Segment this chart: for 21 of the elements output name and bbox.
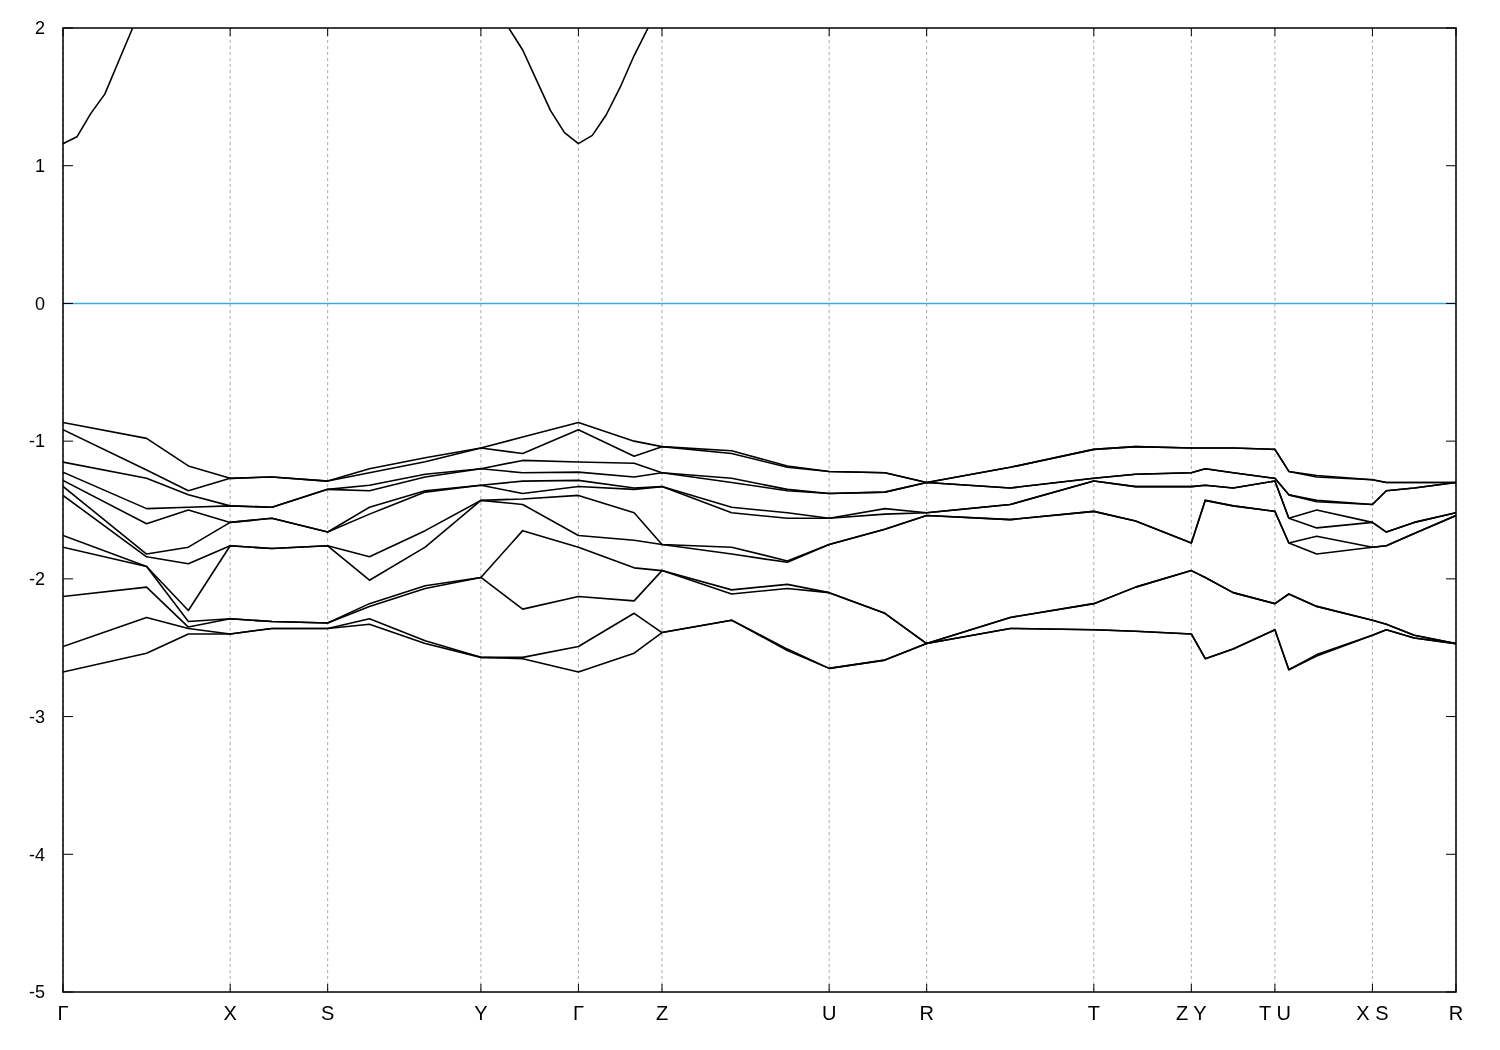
x-tick-label: U <box>821 1002 837 1024</box>
x-tick-label: Γ <box>572 1002 584 1024</box>
y-tick-label: 0 <box>34 293 45 314</box>
x-tick-label: Z Y <box>1175 1002 1207 1024</box>
x-tick-label: R <box>919 1002 934 1024</box>
y-tick-label: -1 <box>28 431 45 452</box>
x-tick-label: R <box>1448 1002 1464 1024</box>
y-tick-label: -5 <box>28 982 45 1003</box>
y-tick-label: -4 <box>28 844 45 865</box>
x-tick-label: X S <box>1356 1002 1389 1024</box>
y-tick-label: 1 <box>34 156 45 177</box>
x-tick-label: Z <box>655 1002 669 1024</box>
y-tick-label: -3 <box>28 706 45 727</box>
y-tick-label: -2 <box>28 569 45 590</box>
x-tick-label: T U <box>1258 1002 1291 1024</box>
y-tick-label: 2 <box>34 18 45 39</box>
x-tick-label: T <box>1087 1002 1100 1024</box>
x-tick-label: Y <box>474 1002 488 1024</box>
x-tick-label: X <box>223 1002 237 1024</box>
x-tick-label: S <box>321 1002 335 1024</box>
x-tick-label: Γ <box>57 1002 69 1024</box>
